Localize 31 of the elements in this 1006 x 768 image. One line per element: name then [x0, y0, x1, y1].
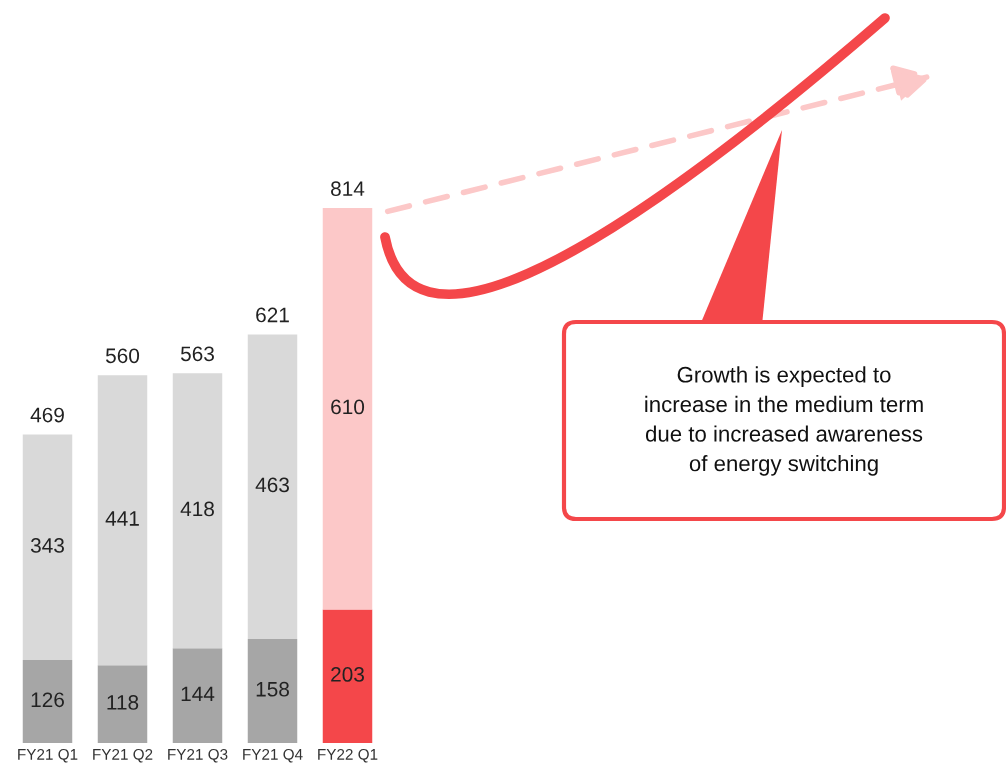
total-label: 560	[105, 348, 140, 364]
bar	[172, 648, 223, 743]
bar	[172, 373, 223, 649]
data-label: 418	[180, 501, 214, 517]
bar	[97, 375, 148, 666]
data-label: 144	[181, 686, 215, 702]
x-tick-label: FY22 Q1	[318, 748, 378, 763]
text: Growth is expected to increase in the medium term due to increased awareness of energy switching	[645, 366, 923, 476]
bar	[97, 665, 148, 743]
data-label: 118	[107, 695, 139, 710]
data-label: 158	[256, 681, 289, 697]
data-label: 610	[331, 399, 365, 415]
bar	[322, 208, 373, 610]
x-tick-label: FY21 Q3	[168, 748, 228, 763]
total-label: 814	[331, 181, 365, 197]
bar	[22, 434, 73, 661]
data-label: 203	[331, 667, 364, 682]
data-label: 343	[30, 538, 64, 553]
bar	[247, 334, 298, 640]
data-label: 441	[105, 511, 139, 526]
bar	[22, 660, 73, 743]
data-label: 463	[255, 477, 289, 493]
total-label: 563	[180, 346, 214, 362]
bar	[247, 639, 298, 743]
bar	[322, 609, 373, 743]
total-label: 469	[30, 407, 64, 423]
data-label: 126	[31, 692, 64, 708]
x-tick-label: FY21 Q2	[93, 748, 153, 763]
total-label: 621	[256, 307, 289, 323]
x-tick-label: FY21 Q4	[243, 748, 303, 763]
x-tick-label: FY21 Q1	[18, 748, 78, 763]
